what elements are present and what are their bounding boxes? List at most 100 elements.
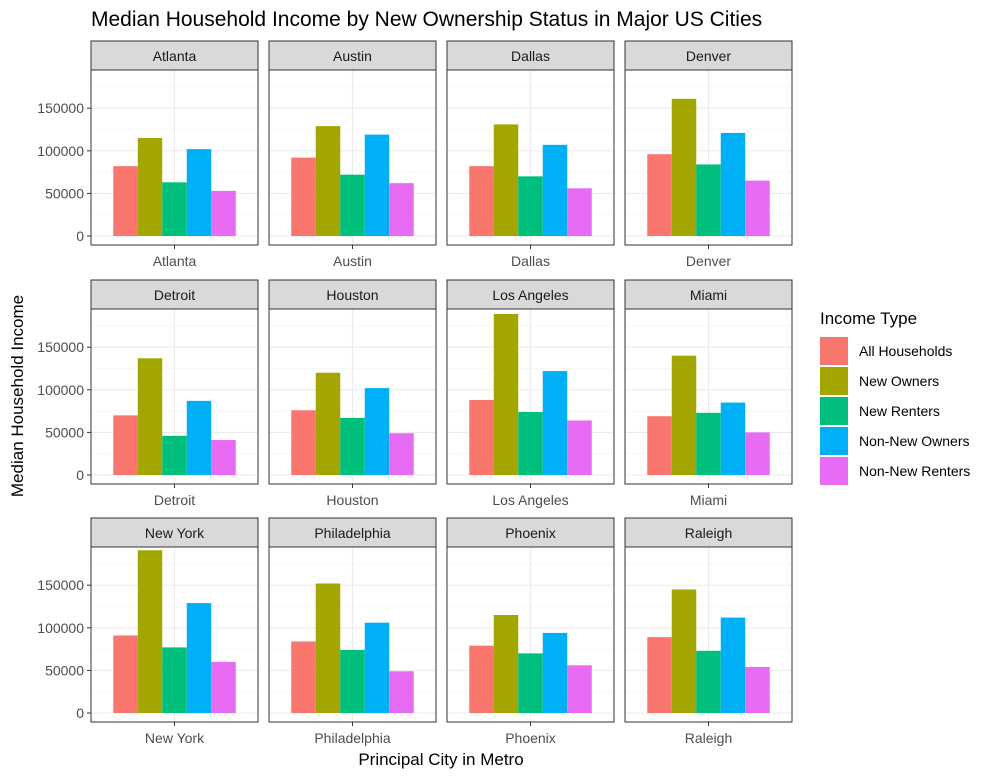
bar-new-owners — [671, 355, 697, 475]
bar-all-households — [291, 157, 316, 236]
bar-all-households — [113, 415, 138, 475]
x-tick-label: Austin — [333, 253, 372, 269]
bar-all-households — [113, 166, 138, 236]
bar-non-new-renters — [211, 190, 236, 236]
facet-strip — [446, 40, 615, 71]
bar-non-new-renters — [745, 432, 770, 475]
y-tick-label: 150000 — [37, 339, 84, 355]
facet-strip-label: Miami — [690, 287, 727, 303]
bar-non-new-owners — [364, 134, 390, 236]
x-tick-label: New York — [145, 730, 205, 746]
bar-all-households — [647, 416, 672, 475]
facet-new-york: New York New York 0 50000 100000 150000 — [37, 517, 259, 746]
y-tick-label: 100000 — [37, 382, 84, 398]
facet-strip — [624, 279, 793, 310]
x-tick-label: Phoenix — [505, 730, 556, 746]
bar-new-owners — [137, 358, 163, 475]
bar-non-new-owners — [186, 149, 212, 236]
x-tick-label: Houston — [326, 492, 378, 508]
y-tick-label: 0 — [76, 705, 84, 721]
bar-new-renters — [696, 412, 721, 475]
bar-all-households — [647, 154, 672, 236]
legend-key-new-owners — [820, 367, 848, 395]
bar-all-households — [291, 641, 316, 713]
y-tick-label: 150000 — [37, 577, 84, 593]
legend-item-all-households: All Households — [820, 337, 952, 365]
legend-item-non-new-renters: Non-New Renters — [820, 457, 970, 485]
facet-detroit: Detroit Detroit 0 50000 100000 150000 — [37, 279, 259, 508]
bar-new-renters — [340, 649, 365, 713]
bar-non-new-owners — [186, 603, 212, 713]
facet-strip-label: New York — [145, 525, 205, 541]
facet-strip-label: Phoenix — [505, 525, 556, 541]
bar-all-households — [113, 635, 138, 713]
y-tick-label: 0 — [76, 467, 84, 483]
legend-item-new-owners: New Owners — [820, 367, 939, 395]
bar-new-owners — [493, 313, 519, 475]
legend-label: New Renters — [859, 403, 940, 419]
bar-new-renters — [162, 647, 187, 713]
bar-non-new-renters — [567, 665, 592, 713]
bar-new-renters — [696, 650, 721, 713]
bar-new-owners — [671, 98, 697, 236]
facet-strip-label: Atlanta — [153, 48, 197, 64]
x-tick-label: Denver — [686, 253, 731, 269]
bar-non-new-renters — [389, 183, 414, 236]
bar-non-new-renters — [745, 180, 770, 236]
bar-new-owners — [315, 583, 341, 713]
bar-non-new-owners — [542, 144, 568, 236]
facet-strip — [268, 279, 437, 310]
bar-new-renters — [162, 182, 187, 236]
x-axis-title: Principal City in Metro — [358, 750, 523, 769]
y-tick-label: 50000 — [45, 424, 84, 440]
facet-los-angeles: Los Angeles Los Angeles — [446, 279, 615, 508]
facet-strip — [90, 40, 259, 71]
bar-new-renters — [518, 411, 543, 475]
chart-title: Median Household Income by New Ownership… — [91, 8, 762, 31]
legend-label: New Owners — [859, 373, 939, 389]
facet-atlanta: Atlanta Atlanta 0 50000 100000 150000 — [37, 40, 259, 269]
bar-non-new-renters — [389, 433, 414, 475]
facet-strip — [268, 40, 437, 71]
bar-new-renters — [340, 417, 365, 475]
bar-non-new-owners — [720, 402, 746, 475]
legend-key-non-new-renters — [820, 457, 848, 485]
facet-strip-label: Dallas — [511, 48, 550, 64]
legend-label: Non-New Owners — [859, 433, 969, 449]
x-tick-label: Atlanta — [153, 253, 197, 269]
facet-denver: Denver Denver — [624, 40, 793, 269]
bar-all-households — [647, 637, 672, 713]
bar-all-households — [469, 645, 494, 713]
facet-houston: Houston Houston — [268, 279, 437, 508]
x-tick-label: Raleigh — [685, 730, 732, 746]
facet-strip-label: Detroit — [154, 287, 195, 303]
bar-new-renters — [340, 174, 365, 236]
bar-new-renters — [518, 176, 543, 236]
x-tick-label: Los Angeles — [492, 492, 568, 508]
bar-non-new-renters — [211, 661, 236, 713]
y-tick-label: 100000 — [37, 143, 84, 159]
bar-non-new-renters — [567, 188, 592, 236]
facet-raleigh: Raleigh Raleigh — [624, 517, 793, 746]
y-tick-label: 50000 — [45, 185, 84, 201]
bar-all-households — [469, 166, 494, 236]
facet-strip-label: Denver — [686, 48, 731, 64]
y-tick-label: 100000 — [37, 620, 84, 636]
bar-non-new-renters — [567, 420, 592, 475]
bar-non-new-owners — [542, 632, 568, 713]
x-tick-label: Dallas — [511, 253, 550, 269]
bar-non-new-renters — [745, 666, 770, 713]
bar-new-renters — [696, 164, 721, 236]
bar-new-owners — [493, 615, 519, 713]
facet-strip — [446, 279, 615, 310]
facet-strip — [624, 517, 793, 548]
legend-key-new-renters — [820, 397, 848, 425]
x-tick-label: Philadelphia — [314, 730, 390, 746]
y-tick-label: 50000 — [45, 662, 84, 678]
facet-phoenix: Phoenix Phoenix — [446, 517, 615, 746]
legend-label: Non-New Renters — [859, 463, 970, 479]
y-axis-title: Median Household Income — [8, 295, 27, 497]
bar-non-new-owners — [364, 388, 390, 475]
